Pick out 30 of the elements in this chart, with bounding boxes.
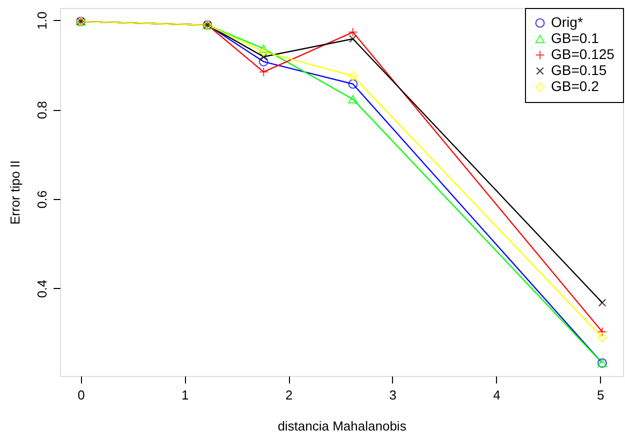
y-tick-label: 0.8 bbox=[34, 100, 50, 120]
x-axis-title: distancia Mahalanobis bbox=[278, 418, 407, 434]
legend-label: Orig* bbox=[551, 14, 584, 30]
point bbox=[597, 326, 608, 337]
x-tick-label: 4 bbox=[493, 388, 500, 402]
point bbox=[258, 67, 268, 77]
x-tick-label: 2 bbox=[285, 388, 293, 402]
point bbox=[260, 52, 268, 61]
point bbox=[258, 44, 268, 53]
x-tick-label: 5 bbox=[597, 388, 604, 402]
legend-label: GB=0.2 bbox=[551, 78, 600, 94]
point bbox=[597, 332, 608, 342]
y-tick-label: 0.4 bbox=[34, 280, 50, 298]
x-tick-label: 3 bbox=[389, 388, 397, 402]
y-tick-label: 0.6 bbox=[34, 190, 50, 208]
x-tick-label: 1 bbox=[182, 388, 189, 402]
legend-label: GB=0.125 bbox=[551, 46, 615, 62]
legend-label: GB=0.1 bbox=[551, 30, 600, 46]
point bbox=[348, 94, 358, 104]
y-tick-label: 1.0 bbox=[34, 12, 50, 30]
point bbox=[348, 79, 358, 89]
legend-label: GB=0.15 bbox=[551, 62, 607, 78]
point bbox=[258, 56, 268, 66]
point bbox=[348, 27, 358, 37]
y-axis-title: Error tipo II bbox=[8, 160, 22, 225]
point bbox=[348, 71, 358, 81]
point bbox=[348, 34, 357, 43]
point bbox=[258, 47, 268, 57]
x-tick-label: 0 bbox=[78, 388, 85, 402]
point bbox=[598, 298, 606, 307]
